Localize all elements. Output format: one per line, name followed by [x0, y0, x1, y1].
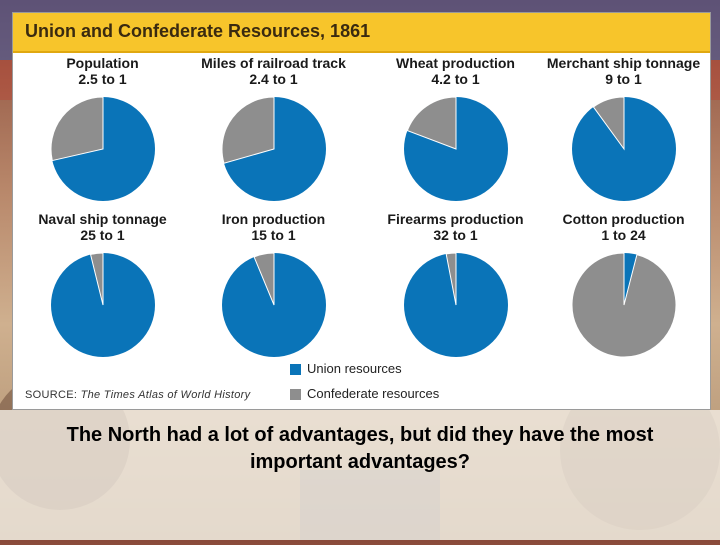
pie-ratio: 9 to 1 [605, 71, 642, 87]
pie-slice-confederate [445, 252, 457, 306]
pie-ratio: 1 to 24 [601, 227, 646, 243]
pie-chart-iron-production [222, 252, 326, 357]
slide-caption: The North had a lot of advantages, but d… [66, 424, 654, 473]
source-note: SOURCE: The Times Atlas of World History [25, 389, 250, 401]
pie-panel-firearms-production: Firearms production 32 to 1 [368, 211, 543, 371]
pie-title: Population [66, 55, 139, 71]
pie-title: Naval ship tonnage [38, 211, 167, 227]
pie-title: Firearms production [387, 211, 524, 227]
pie-slice-confederate [89, 252, 104, 306]
pie-title: Cotton production [562, 211, 685, 227]
pie-label-wheat-production: Wheat production 4.2 to 1 [368, 55, 543, 87]
pie-label-miles-of-railroad-track: Miles of railroad track 2.4 to 1 [186, 55, 361, 87]
pie-title: Miles of railroad track [201, 55, 346, 71]
pie-label-cotton-production: Cotton production 1 to 24 [536, 211, 711, 243]
pie-ratio: 25 to 1 [80, 227, 125, 243]
resources-figure: Union and Confederate Resources, 1861 Po… [12, 12, 711, 410]
caption-backdrop [0, 410, 720, 540]
pie-slice-confederate [571, 252, 677, 358]
figure-title-bar: Union and Confederate Resources, 1861 [13, 13, 710, 53]
pie-label-firearms-production: Firearms production 32 to 1 [368, 211, 543, 243]
pie-slice-confederate [592, 96, 625, 151]
pie-title: Iron production [221, 211, 326, 227]
pie-chart-firearms-production [404, 252, 508, 357]
pie-label-iron-production: Iron production 15 to 1 [186, 211, 361, 243]
pie-chart-miles-of-railroad-track [221, 96, 326, 201]
pie-slice-confederate [406, 96, 457, 150]
pie-ratio: 2.4 to 1 [249, 71, 298, 87]
pie-panel-cotton-production: Cotton production 1 to 24 [536, 211, 711, 371]
pie-slice-confederate [50, 96, 104, 162]
source-title: The Times Atlas of World History [80, 389, 251, 401]
pie-slice-confederate [253, 252, 275, 306]
pie-ratio: 15 to 1 [251, 227, 296, 243]
pie-ratio: 4.2 to 1 [431, 71, 480, 87]
legend-confederate-swatch [290, 389, 301, 400]
pie-title: Merchant ship tonnage [546, 55, 701, 71]
legend-union-swatch [290, 364, 301, 375]
pie-chart-wheat-production [404, 96, 508, 201]
legend-confederate-label: Confederate resources [307, 386, 440, 401]
pie-chart-merchant-ship-tonnage [572, 96, 676, 201]
pie-chart-cotton-production [571, 252, 677, 358]
legend-union-label: Union resources [307, 361, 402, 376]
figure-title: Union and Confederate Resources, 1861 [25, 21, 371, 41]
pie-ratio: 2.5 to 1 [78, 71, 127, 87]
pie-chart-naval-ship-tonnage [51, 252, 155, 357]
pie-ratio: 32 to 1 [433, 227, 478, 243]
source-prefix: SOURCE: [25, 389, 78, 401]
pie-title: Wheat production [396, 55, 515, 71]
pie-label-merchant-ship-tonnage: Merchant ship tonnage 9 to 1 [536, 55, 711, 87]
pie-label-population: Population 2.5 to 1 [15, 55, 190, 87]
pie-panel-miles-of-railroad-track: Miles of railroad track 2.4 to 1 [186, 55, 361, 215]
pie-chart-population [50, 96, 155, 201]
pie-panel-wheat-production: Wheat production 4.2 to 1 [368, 55, 543, 215]
pie-label-naval-ship-tonnage: Naval ship tonnage 25 to 1 [15, 211, 190, 243]
pie-slice-confederate [221, 96, 275, 164]
pie-panel-naval-ship-tonnage: Naval ship tonnage 25 to 1 [15, 211, 190, 371]
pie-panel-population: Population 2.5 to 1 [15, 55, 190, 215]
pie-panel-iron-production: Iron production 15 to 1 [186, 211, 361, 371]
pie-panel-merchant-ship-tonnage: Merchant ship tonnage 9 to 1 [536, 55, 711, 215]
